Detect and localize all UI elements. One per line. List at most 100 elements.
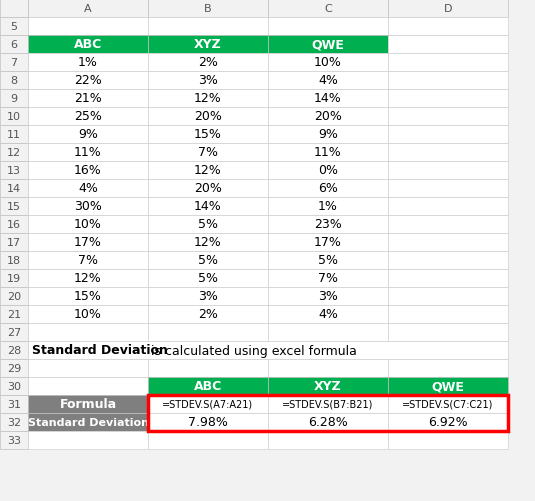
Bar	[388, 395, 508, 413]
Bar	[0, 413, 28, 431]
Bar	[148, 180, 268, 197]
Bar	[0, 431, 28, 449]
Text: 7.98%: 7.98%	[188, 416, 228, 429]
Bar	[268, 54, 388, 72]
Text: 7%: 7%	[198, 146, 218, 159]
Bar	[0, 197, 28, 215]
Text: 15%: 15%	[74, 290, 102, 303]
Text: 9: 9	[11, 94, 18, 104]
Bar	[268, 306, 388, 323]
Text: 7%: 7%	[318, 272, 338, 285]
Text: 9%: 9%	[318, 128, 338, 141]
Bar	[148, 90, 268, 108]
Text: 12%: 12%	[194, 164, 222, 177]
Bar	[28, 215, 148, 233]
Text: 4%: 4%	[78, 182, 98, 195]
Text: 33: 33	[7, 435, 21, 445]
Bar	[388, 180, 508, 197]
Text: 17%: 17%	[74, 236, 102, 249]
Text: 6: 6	[11, 40, 18, 50]
Bar	[388, 197, 508, 215]
Bar	[28, 54, 148, 72]
Bar	[148, 126, 268, 144]
Text: 23%: 23%	[314, 218, 342, 231]
Bar	[388, 108, 508, 126]
Text: ABC: ABC	[74, 39, 102, 52]
Text: 12%: 12%	[194, 92, 222, 105]
Text: B: B	[204, 4, 212, 14]
Bar	[0, 341, 28, 359]
Bar	[28, 288, 148, 306]
Bar	[268, 359, 388, 377]
Text: Formula: Formula	[59, 398, 117, 411]
Bar	[148, 197, 268, 215]
Bar	[0, 162, 28, 180]
Bar	[28, 395, 148, 413]
Bar	[388, 54, 508, 72]
Text: D: D	[444, 4, 452, 14]
Text: 16: 16	[7, 219, 21, 229]
Text: 5%: 5%	[198, 254, 218, 267]
Text: 4%: 4%	[318, 308, 338, 321]
Bar	[268, 180, 388, 197]
Bar	[388, 288, 508, 306]
Bar	[268, 252, 388, 270]
Text: 27: 27	[7, 327, 21, 337]
Text: 10%: 10%	[314, 57, 342, 69]
Text: 19: 19	[7, 274, 21, 284]
Bar	[28, 126, 148, 144]
Text: 28: 28	[7, 345, 21, 355]
Text: C: C	[324, 4, 332, 14]
Bar	[0, 323, 28, 341]
Text: 1%: 1%	[78, 57, 98, 69]
Text: 21%: 21%	[74, 92, 102, 105]
Bar	[388, 144, 508, 162]
Bar	[388, 90, 508, 108]
Bar	[148, 233, 268, 252]
Bar	[0, 144, 28, 162]
Text: 14%: 14%	[314, 92, 342, 105]
Text: 8: 8	[11, 76, 18, 86]
Bar	[148, 270, 268, 288]
Text: XYZ: XYZ	[194, 39, 222, 52]
Bar	[268, 395, 388, 413]
Bar	[0, 18, 28, 36]
Bar	[0, 359, 28, 377]
Text: 30: 30	[7, 381, 21, 391]
Bar	[28, 306, 148, 323]
Bar	[388, 252, 508, 270]
Bar	[388, 413, 508, 431]
Bar	[388, 126, 508, 144]
Text: 6.28%: 6.28%	[308, 416, 348, 429]
Bar	[148, 413, 268, 431]
Bar	[388, 270, 508, 288]
Text: ABC: ABC	[194, 380, 222, 393]
Bar	[28, 197, 148, 215]
Text: 20%: 20%	[194, 110, 222, 123]
Text: 15%: 15%	[194, 128, 222, 141]
Bar	[148, 54, 268, 72]
Bar	[388, 431, 508, 449]
Bar	[0, 306, 28, 323]
Bar	[268, 197, 388, 215]
Bar	[388, 0, 508, 18]
Text: 5%: 5%	[198, 218, 218, 231]
Bar	[268, 72, 388, 90]
Bar	[388, 233, 508, 252]
Text: Standard Deviation: Standard Deviation	[32, 344, 168, 357]
Bar	[28, 144, 148, 162]
Text: 21: 21	[7, 310, 21, 319]
Bar	[28, 323, 148, 341]
Text: 25%: 25%	[74, 110, 102, 123]
Text: =STDEV.S(B7:B21): =STDEV.S(B7:B21)	[282, 399, 373, 409]
Bar	[0, 270, 28, 288]
Text: 9%: 9%	[78, 128, 98, 141]
Bar	[388, 162, 508, 180]
Text: 6.92%: 6.92%	[428, 416, 468, 429]
Bar	[28, 72, 148, 90]
Bar	[148, 72, 268, 90]
Text: 14: 14	[7, 184, 21, 193]
Bar	[0, 288, 28, 306]
Text: 4%: 4%	[318, 74, 338, 87]
Text: 10%: 10%	[74, 308, 102, 321]
